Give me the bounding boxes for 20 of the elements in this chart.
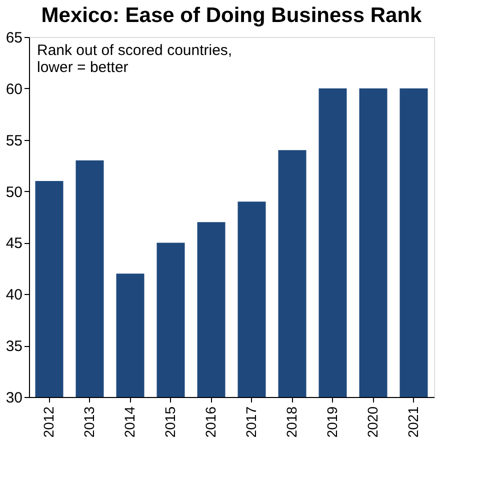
y-tick-label: 40 xyxy=(6,286,22,304)
y-tick-label: 35 xyxy=(6,338,22,356)
x-tick-label: 2017 xyxy=(242,406,259,438)
y-tick-label: 60 xyxy=(6,80,22,98)
y-tick-label: 50 xyxy=(6,184,22,201)
x-tick-label: 2014 xyxy=(121,406,138,438)
x-tick-label: 2012 xyxy=(40,406,56,438)
chart-title: Mexico: Ease of Doing Business Rank xyxy=(41,4,422,27)
y-tick-label: 65 xyxy=(6,30,22,46)
x-tick-label: 2020 xyxy=(364,406,380,438)
annotation: Rank out of scored countries, lower = better xyxy=(37,42,232,76)
y-tick-label: 45 xyxy=(6,235,22,252)
x-tick-label: 2021 xyxy=(404,406,421,438)
x-tick-label: 2018 xyxy=(283,406,300,438)
y-tick-label: 30 xyxy=(6,390,22,406)
y-tick-label: 55 xyxy=(6,132,22,150)
x-tick-label: 2013 xyxy=(80,406,97,438)
x-tick-label: 2015 xyxy=(162,406,178,438)
x-tick-label: 2019 xyxy=(324,406,340,438)
x-tick-label: 2016 xyxy=(202,406,218,438)
